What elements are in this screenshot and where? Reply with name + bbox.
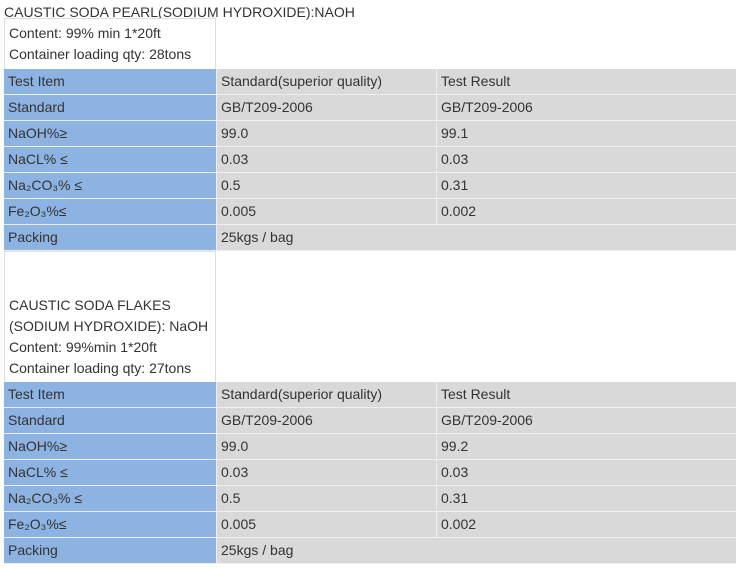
item-cell: Na₂CO₃% ≤ bbox=[4, 486, 217, 511]
packing-value: 25kgs / bag bbox=[217, 225, 736, 250]
result-cell: GB/T209-2006 bbox=[437, 95, 736, 120]
table-row: NaOH%≥ 99.0 99.2 bbox=[4, 434, 736, 460]
standard-cell: GB/T209-2006 bbox=[217, 408, 437, 433]
item-cell: NaCL% ≤ bbox=[4, 460, 217, 485]
item-cell: Standard bbox=[4, 95, 217, 120]
header-test-result: Test Result bbox=[437, 382, 736, 407]
result-cell: GB/T209-2006 bbox=[437, 408, 736, 433]
table-row: Na₂CO₃% ≤0.5 0.31 bbox=[4, 486, 736, 512]
item-cell: NaOH%≥ bbox=[4, 434, 217, 459]
header-standard: Standard(superior quality) bbox=[217, 382, 437, 407]
table-row: Standard GB/T209-2006 GB/T209-2006 bbox=[4, 95, 736, 121]
packing-row: Packing 25kgs / bag bbox=[4, 538, 736, 564]
header-test-item: Test Item bbox=[4, 69, 217, 94]
section-1-title: CAUSTIC SODA PEARL(SODIUM HYDROXIDE):NAO… bbox=[4, 4, 355, 20]
item-cell: Standard bbox=[4, 408, 217, 433]
header-standard: Standard(superior quality) bbox=[217, 69, 437, 94]
loading-qty: Container loading qty: 27tons bbox=[9, 360, 192, 376]
result-cell: 0.31 bbox=[437, 173, 736, 198]
table-row: Fe₂O₃%≤ 0.005 0.002 bbox=[4, 199, 736, 225]
content-spec: Content: 99% min 1*20ft bbox=[9, 25, 161, 41]
header-test-item: Test Item bbox=[4, 382, 217, 407]
result-cell: 0.03 bbox=[437, 147, 736, 172]
item-cell: Fe₂O₃%≤ bbox=[4, 199, 217, 224]
section-2-title-line: (SODIUM HYDROXIDE): NaOH bbox=[9, 318, 209, 334]
content-spec: Content: 99%min 1*20ft bbox=[9, 339, 157, 355]
packing-row: Packing 25kgs / bag bbox=[4, 225, 736, 251]
packing-value: 25kgs / bag bbox=[217, 538, 736, 563]
section-2-info: CAUSTIC SODA FLAKES (SODIUM HYDROXIDE): … bbox=[4, 251, 216, 382]
packing-label: Packing bbox=[4, 538, 217, 563]
table-row: NaOH%≥ 99.0 99.1 bbox=[4, 121, 736, 147]
section-2-title-line: CAUSTIC SODA FLAKES bbox=[9, 297, 171, 313]
section-1-table: Test Item Standard(superior quality) Test … bbox=[4, 69, 736, 251]
table-row: NaCL% ≤0.03 0.03 bbox=[4, 147, 736, 173]
packing-label: Packing bbox=[4, 225, 217, 250]
result-cell: 0.31 bbox=[437, 486, 736, 511]
item-cell: Fe₂O₃%≤ bbox=[4, 512, 217, 537]
standard-cell: 0.03 bbox=[217, 147, 437, 172]
item-cell: NaCL% ≤ bbox=[4, 147, 217, 172]
table-row: Standard GB/T209-2006 GB/T209-2006 bbox=[4, 408, 736, 434]
header-row: Test Item Standard(superior quality) Test … bbox=[4, 382, 736, 408]
standard-cell: 0.5 bbox=[217, 173, 437, 198]
section-2-table: Test Item Standard(superior quality) Test … bbox=[4, 382, 736, 564]
section-1-info: Content: 99% min 1*20ft Container loadin… bbox=[4, 18, 216, 69]
result-cell: 0.002 bbox=[437, 512, 736, 537]
standard-cell: 99.0 bbox=[217, 121, 437, 146]
result-cell: 0.03 bbox=[437, 460, 736, 485]
header-test-result: Test Result bbox=[437, 69, 736, 94]
result-cell: 99.2 bbox=[437, 434, 736, 459]
standard-cell: 0.005 bbox=[217, 199, 437, 224]
standard-cell: 0.03 bbox=[217, 460, 437, 485]
table-row: Fe₂O₃%≤ 0.005 0.002 bbox=[4, 512, 736, 538]
result-cell: 99.1 bbox=[437, 121, 736, 146]
standard-cell: 0.5 bbox=[217, 486, 437, 511]
standard-cell: GB/T209-2006 bbox=[217, 95, 437, 120]
table-row: Na₂CO₃% ≤0.5 0.31 bbox=[4, 173, 736, 199]
item-cell: Na₂CO₃% ≤ bbox=[4, 173, 217, 198]
header-row: Test Item Standard(superior quality) Test … bbox=[4, 69, 736, 95]
loading-qty: Container loading qty: 28tons bbox=[9, 46, 192, 62]
result-cell: 0.002 bbox=[437, 199, 736, 224]
table-row: NaCL% ≤0.03 0.03 bbox=[4, 460, 736, 486]
item-cell: NaOH%≥ bbox=[4, 121, 217, 146]
standard-cell: 99.0 bbox=[217, 434, 437, 459]
standard-cell: 0.005 bbox=[217, 512, 437, 537]
